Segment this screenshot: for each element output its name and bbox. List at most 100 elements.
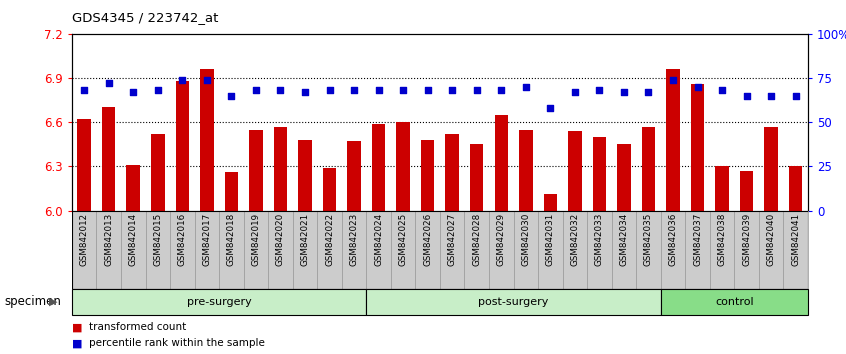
- Text: GSM842013: GSM842013: [104, 213, 113, 266]
- Bar: [618, 144, 630, 211]
- Text: GSM842020: GSM842020: [276, 213, 285, 266]
- Bar: [734, 211, 759, 289]
- Text: GSM842038: GSM842038: [717, 213, 727, 266]
- Point: [420, 87, 434, 93]
- Bar: [366, 289, 661, 315]
- Bar: [667, 69, 679, 211]
- Bar: [102, 107, 115, 211]
- Point: [568, 89, 581, 95]
- Text: GSM842037: GSM842037: [693, 213, 702, 266]
- Point: [617, 89, 630, 95]
- Text: GSM842033: GSM842033: [595, 213, 604, 266]
- Text: GSM842018: GSM842018: [227, 213, 236, 266]
- Bar: [170, 211, 195, 289]
- Bar: [323, 168, 336, 211]
- Bar: [391, 211, 415, 289]
- Bar: [593, 137, 606, 211]
- Bar: [195, 211, 219, 289]
- Text: GSM842016: GSM842016: [178, 213, 187, 266]
- Text: GSM842027: GSM842027: [448, 213, 457, 266]
- Bar: [759, 211, 783, 289]
- Point: [445, 87, 459, 93]
- Bar: [96, 211, 121, 289]
- Point: [200, 77, 213, 82]
- Bar: [470, 144, 483, 211]
- Text: GSM842035: GSM842035: [644, 213, 653, 266]
- Bar: [636, 211, 661, 289]
- Point: [249, 87, 262, 93]
- Bar: [661, 211, 685, 289]
- Text: GSM842041: GSM842041: [791, 213, 800, 266]
- Text: pre-surgery: pre-surgery: [187, 297, 251, 307]
- Text: transformed count: transformed count: [89, 322, 186, 332]
- Text: GSM842014: GSM842014: [129, 213, 138, 266]
- Text: control: control: [715, 297, 754, 307]
- Bar: [538, 211, 563, 289]
- Text: GSM842030: GSM842030: [521, 213, 530, 266]
- Bar: [710, 211, 734, 289]
- Point: [715, 87, 728, 93]
- Bar: [299, 140, 311, 211]
- Bar: [146, 211, 170, 289]
- Bar: [685, 211, 710, 289]
- Point: [396, 87, 409, 93]
- Text: GSM842023: GSM842023: [349, 213, 359, 266]
- Point: [371, 87, 385, 93]
- Point: [273, 87, 287, 93]
- Text: GSM842015: GSM842015: [153, 213, 162, 266]
- Point: [224, 93, 238, 98]
- Bar: [121, 211, 146, 289]
- Bar: [765, 126, 777, 211]
- Bar: [250, 130, 262, 211]
- Text: ■: ■: [72, 338, 82, 348]
- Bar: [446, 134, 459, 211]
- Bar: [342, 211, 366, 289]
- Text: GSM842034: GSM842034: [619, 213, 629, 266]
- Point: [175, 77, 189, 82]
- Bar: [366, 211, 391, 289]
- Bar: [587, 211, 612, 289]
- Bar: [544, 194, 557, 211]
- Bar: [274, 126, 287, 211]
- Point: [788, 93, 802, 98]
- Bar: [783, 211, 808, 289]
- Text: ■: ■: [72, 322, 82, 332]
- Bar: [612, 211, 636, 289]
- Text: GSM842029: GSM842029: [497, 213, 506, 266]
- Point: [690, 84, 704, 90]
- Text: GSM842040: GSM842040: [766, 213, 776, 266]
- Bar: [740, 171, 753, 211]
- Text: GSM842021: GSM842021: [300, 213, 310, 266]
- Text: GSM842025: GSM842025: [398, 213, 408, 266]
- Bar: [127, 165, 140, 211]
- Bar: [464, 211, 489, 289]
- Text: GSM842012: GSM842012: [80, 213, 89, 266]
- Bar: [72, 211, 96, 289]
- Bar: [372, 124, 385, 211]
- Bar: [661, 289, 808, 315]
- Point: [519, 84, 532, 90]
- Text: GDS4345 / 223742_at: GDS4345 / 223742_at: [72, 11, 218, 24]
- Point: [298, 89, 311, 95]
- Bar: [514, 211, 538, 289]
- Bar: [225, 172, 238, 211]
- Bar: [569, 131, 581, 211]
- Bar: [176, 81, 189, 211]
- Bar: [421, 140, 434, 211]
- Text: GSM842024: GSM842024: [374, 213, 383, 266]
- Bar: [151, 134, 164, 211]
- Point: [347, 87, 360, 93]
- Bar: [201, 69, 213, 211]
- Point: [470, 87, 483, 93]
- Text: GSM842036: GSM842036: [668, 213, 678, 266]
- Bar: [244, 211, 268, 289]
- Bar: [440, 211, 464, 289]
- Bar: [268, 211, 293, 289]
- Point: [592, 87, 606, 93]
- Text: GSM842039: GSM842039: [742, 213, 751, 266]
- Bar: [642, 126, 655, 211]
- Point: [102, 80, 115, 86]
- Bar: [219, 211, 244, 289]
- Point: [641, 89, 655, 95]
- Text: specimen: specimen: [4, 295, 61, 308]
